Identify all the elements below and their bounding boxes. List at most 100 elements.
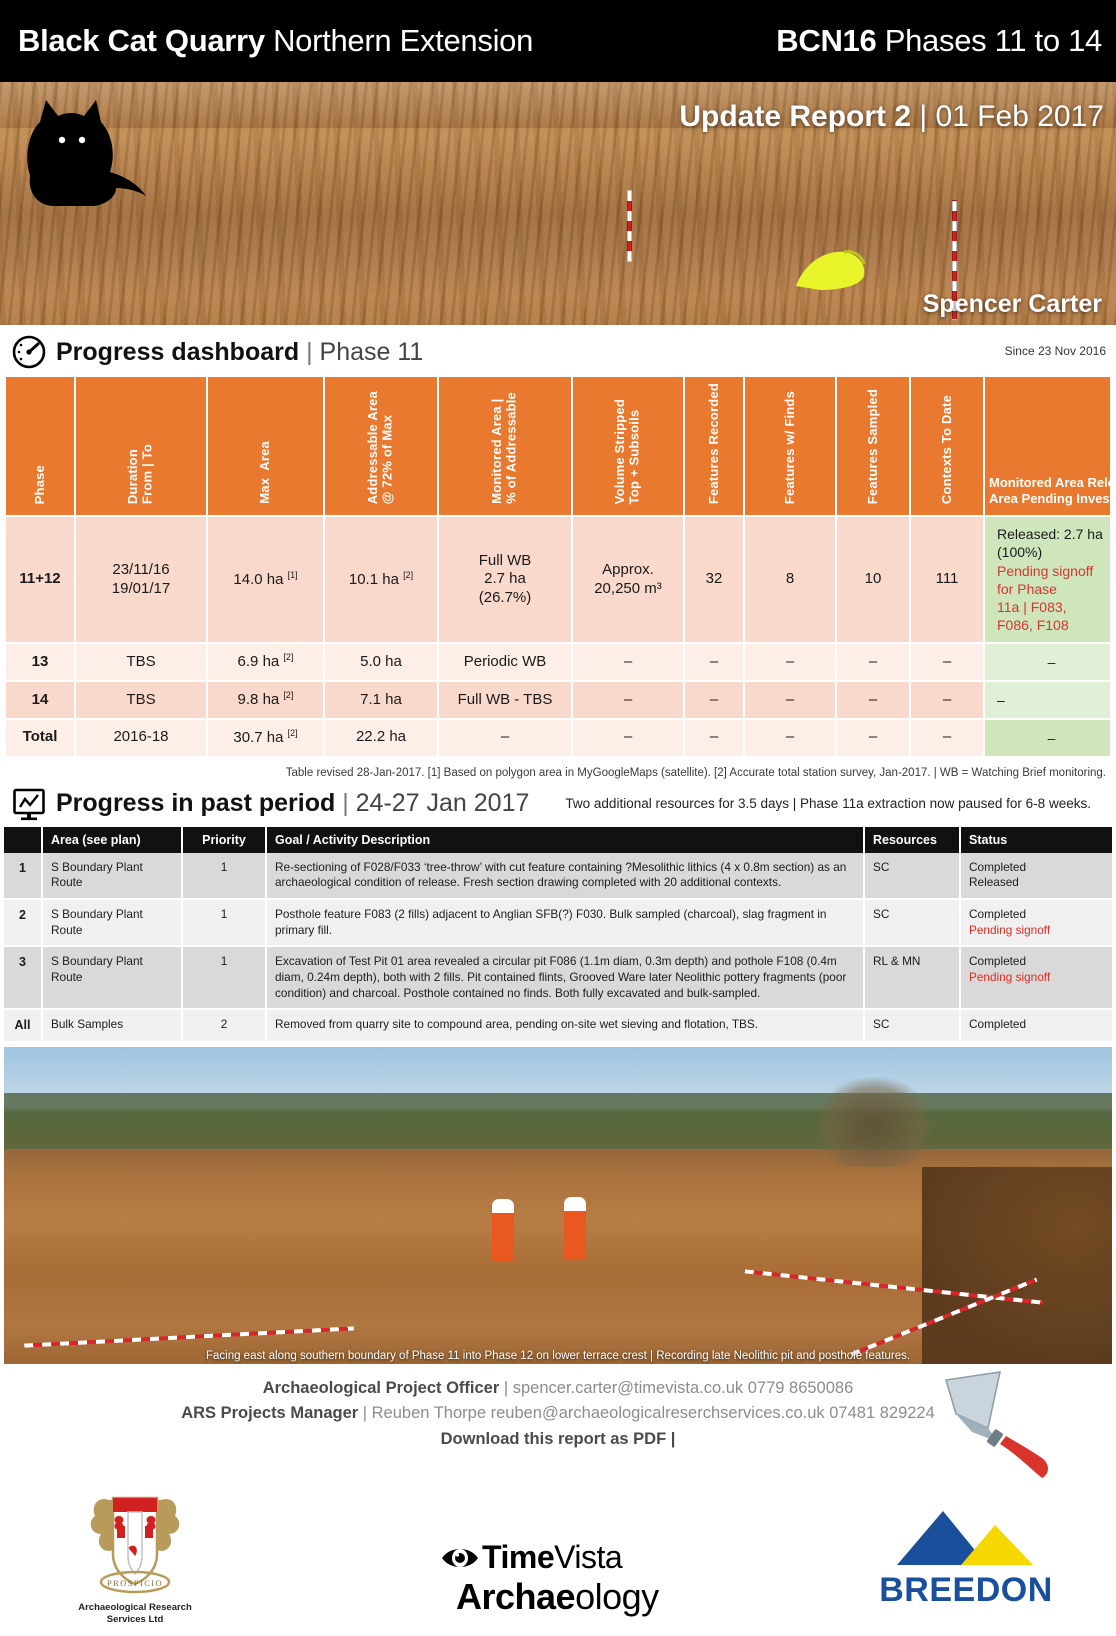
photo2-survey-tape-3 <box>24 1326 354 1348</box>
hero-soil-texture <box>0 82 1116 325</box>
cell-max-area: 9.8 ha [2] <box>208 682 323 718</box>
progress-section-header: Progress in past period | 24-27 Jan 2017… <box>0 779 1116 827</box>
act-col-area: Area (see plan) <box>42 826 183 853</box>
update-report-sep: | <box>911 100 936 133</box>
act-col-resources: Resources <box>864 826 961 853</box>
photo2-archaeologist-1 <box>492 1198 514 1261</box>
activity-row: 1 S Boundary Plant Route 1 Re-sectioning… <box>4 852 1112 900</box>
act-goal: Removed from quarry site to compound are… <box>266 1009 865 1043</box>
act-number: All <box>4 1009 43 1043</box>
cell-volume: – <box>573 682 683 718</box>
act-status-sub: Pending signoff <box>969 969 1051 984</box>
pending-line-2: 11a | F083, F086, F108 <box>997 598 1069 634</box>
cell-addressable: 5.0 ha <box>325 644 437 681</box>
contact-pm-label: ARS Projects Manager <box>181 1403 359 1422</box>
act-resources: SC <box>864 898 961 948</box>
activity-table: Area (see plan) Priority Goal / Activity… <box>4 826 1112 1043</box>
cell-released-status: – <box>985 644 1110 681</box>
dashboard-table-wrap: Phase Duration From | To Max Area Addres… <box>0 375 1116 779</box>
dashboard-row-total: Total 2016-18 30.7 ha [2] 22.2 ha – – – … <box>6 719 1110 756</box>
cell-released-status: – <box>985 719 1110 756</box>
act-status-sub: Pending signoff <box>969 922 1051 937</box>
contact-line-pm: ARS Projects Manager | Reuben Thorpe reu… <box>0 1401 1116 1426</box>
timevista-archae: Archae <box>456 1575 576 1617</box>
project-code-title: BCN16 Phases 11 to 14 <box>776 23 1102 59</box>
act-number: 2 <box>4 898 43 948</box>
cell-features-sampled: 10 <box>837 517 909 643</box>
cell-released-status: Released: 2.7 ha (100%) Pending signoff … <box>985 517 1110 643</box>
photo2-spoil-mound <box>922 1166 1112 1364</box>
cell-phase: Total <box>6 719 74 756</box>
cell-max-area: 14.0 ha [1] <box>208 517 323 643</box>
cell-contexts: – <box>911 644 983 681</box>
cell-volume: – <box>573 644 683 681</box>
activity-header-row: Area (see plan) Priority Goal / Activity… <box>4 826 1112 853</box>
act-status-main: Completed <box>969 1017 1027 1032</box>
col-volume-stripped: Volume Stripped Top + Subsoils <box>573 377 683 516</box>
cell-addressable: 22.2 ha <box>325 719 437 756</box>
update-report-label: Update Report 2 <box>679 100 912 133</box>
act-status-main: Completed <box>969 954 1027 969</box>
update-report-date: 01 Feb 2017 <box>935 100 1104 133</box>
col-contexts-to-date: Contexts To Date <box>911 377 983 516</box>
activity-row: 3 S Boundary Plant Route 1 Excavation of… <box>4 946 1112 1011</box>
act-col-goal: Goal / Activity Description <box>266 826 865 853</box>
col-features-with-finds: Features w/ Finds <box>745 377 835 516</box>
progress-title: Progress in past period | 24-27 Jan 2017 <box>56 789 529 818</box>
col-max-area: Max Area <box>208 377 323 516</box>
cell-duration: 2016-18 <box>76 719 206 756</box>
col-features-sampled: Features Sampled <box>837 377 909 516</box>
cell-duration: TBS <box>76 644 206 681</box>
project-code-light: Phases 11 to 14 <box>876 23 1103 58</box>
cell-contexts: – <box>911 682 983 718</box>
cell-duration: TBS <box>76 682 206 718</box>
cell-features-recorded: 32 <box>685 517 743 643</box>
cell-released-status: – <box>985 682 1110 718</box>
cell-max-area: 30.7 ha [2] <box>208 719 323 756</box>
dashboard-title: Progress dashboard | Phase 11 <box>56 338 423 367</box>
timevista-time: Time <box>482 1538 555 1575</box>
dashboard-row-phase-11-12: 11+12 23/11/16 19/01/17 14.0 ha [1] 10.1… <box>6 517 1110 643</box>
act-area: S Boundary Plant Route <box>42 946 183 1011</box>
dashboard-row-phase-13: 13 TBS 6.9 ha [2] 5.0 ha Periodic WB – –… <box>6 644 1110 681</box>
site-title-bold: Black Cat Quarry <box>18 23 265 58</box>
download-pdf-link[interactable]: Download this report as PDF | <box>440 1430 676 1449</box>
dashboard-section-header: Progress dashboard | Phase 11 Since 23 N… <box>0 325 1116 375</box>
photo2-archaeologist-2 <box>564 1196 586 1259</box>
cell-features-recorded: – <box>685 644 743 681</box>
ranging-rod-2 <box>627 190 632 262</box>
act-status: Completed Pending signoff <box>960 898 1112 948</box>
dashboard-header-row: Phase Duration From | To Max Area Addres… <box>6 377 1116 516</box>
cell-monitored: Periodic WB <box>439 644 571 681</box>
progress-note: Two additional resources for 3.5 days | … <box>565 796 1091 812</box>
photo2-caption: Facing east along southern boundary of P… <box>205 1349 911 1362</box>
act-number: 3 <box>4 946 43 1011</box>
dashboard-row-phase-14: 14 TBS 9.8 ha [2] 7.1 ha Full WB - TBS –… <box>6 682 1110 718</box>
dashboard-title-bold: Progress dashboard <box>56 337 300 366</box>
cell-features-finds: 8 <box>745 517 835 643</box>
cell-features-sampled: – <box>837 644 909 681</box>
logo-timevista: Time Vista Archaeology <box>440 1539 740 1618</box>
cell-addressable: 10.1 ha [2] <box>325 517 437 643</box>
chart-monitor-icon <box>13 788 45 820</box>
author-byline: Spencer Carter <box>922 290 1102 318</box>
cell-volume: – <box>573 719 683 756</box>
act-goal: Posthole feature F083 (2 fills) adjacent… <box>266 898 865 948</box>
site-title: Black Cat Quarry Northern Extension <box>18 23 533 59</box>
cell-phase: 13 <box>6 644 74 681</box>
cell-duration: 23/11/16 19/01/17 <box>76 517 206 643</box>
contact-line-apo: Archaeological Project Officer | spencer… <box>0 1376 1116 1401</box>
hero-horizon <box>0 82 1116 128</box>
ranging-rod-1 <box>952 200 957 320</box>
hero-photo: Update Report 2 | 01 Feb 2017 Spencer Ca… <box>0 82 1116 325</box>
cell-features-recorded: – <box>685 682 743 718</box>
update-report-heading: Update Report 2 | 01 Feb 2017 <box>679 100 1104 134</box>
act-area: S Boundary Plant Route <box>42 898 183 948</box>
col-addressable-area: Addressable Area @ 72% of Max <box>325 377 437 516</box>
dashboard-table-footnote: Table revised 28-Jan-2017. [1] Based on … <box>285 766 1106 779</box>
act-col-number <box>4 826 43 853</box>
site-title-light: Northern Extension <box>264 23 534 58</box>
cell-features-sampled: – <box>837 719 909 756</box>
project-code-bold: BCN16 <box>776 23 877 58</box>
photo2-large-tree <box>814 1076 934 1167</box>
